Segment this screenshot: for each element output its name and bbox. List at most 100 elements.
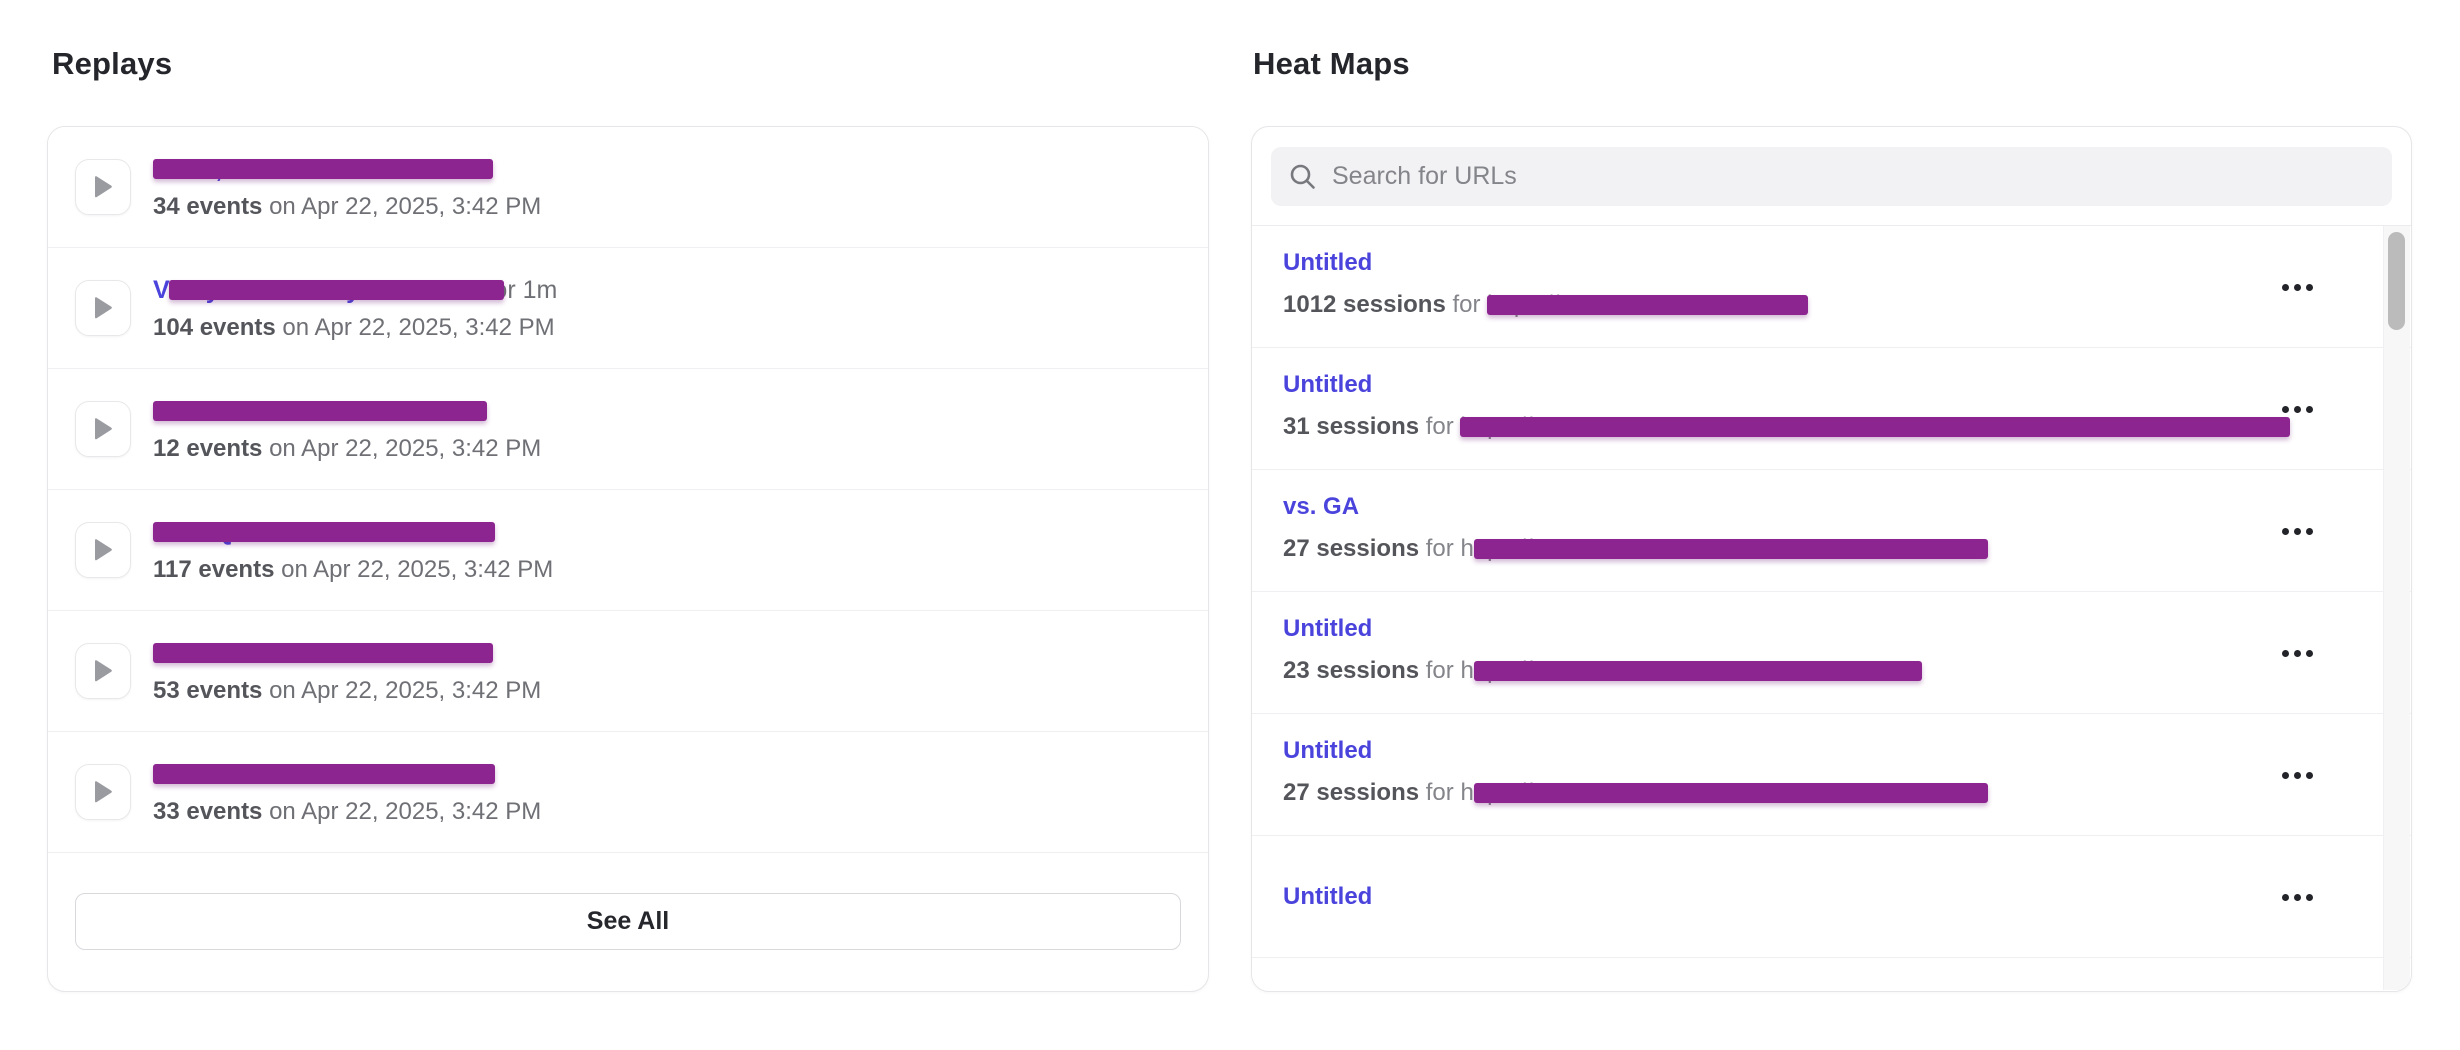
redaction-bar	[1473, 539, 1988, 559]
heatmaps-section-title: Heat Maps	[1253, 46, 1410, 81]
replay-row[interactable]: John Oiu visited for 21m 12 events on Ap…	[48, 369, 1208, 490]
visitor-name-line: David Seth visited for 1m	[153, 759, 541, 789]
sessions-count: 1012 sessions	[1283, 291, 1446, 318]
heatmap-row[interactable]: Untitled 23 sessions for https://	[1252, 592, 2411, 714]
url-segment: ttps://	[1473, 656, 1922, 686]
play-button[interactable]	[75, 764, 131, 820]
events-line: 12 events on Apr 22, 2025, 3:42 PM	[153, 435, 541, 463]
play-icon	[95, 418, 112, 440]
search-box[interactable]	[1271, 146, 2392, 206]
redaction-bar	[153, 400, 487, 421]
play-icon	[95, 539, 112, 561]
events-line: 104 events on Apr 22, 2025, 3:42 PM	[153, 314, 557, 342]
heatmap-sessions-line: 1012 sessions for https://	[1283, 290, 2271, 320]
row-menu-button[interactable]	[2280, 766, 2315, 785]
url-visible-prefix: h	[1460, 779, 1474, 806]
events-count: 34 events	[153, 192, 263, 220]
replay-text: Vladyslav Kolodyazh visited for 1m 104 e…	[153, 275, 557, 342]
replay-text: Chen, Howard visited for 1m 34 events on…	[153, 154, 541, 221]
visitor-name-line: Chen, Howard visited for 1m	[153, 154, 541, 184]
play-button[interactable]	[75, 522, 131, 578]
events-date: on Apr 22, 2025, 3:42 PM	[262, 192, 542, 220]
for-word: for	[1445, 291, 1488, 318]
replay-text: Brian Thacker visited for 2m 53 events o…	[153, 638, 541, 705]
heatmap-title-link[interactable]: Untitled	[1283, 737, 1373, 764]
redaction-bar	[153, 763, 495, 784]
search-icon	[1290, 164, 1315, 189]
row-menu-button[interactable]	[2280, 400, 2315, 419]
heatmap-row[interactable]: Untitled 27 sessions for https://	[1252, 714, 2411, 836]
for-word: for	[1419, 779, 1461, 806]
redaction-bar	[153, 521, 495, 542]
replay-row[interactable]: Brian Thacker visited for 2m 53 events o…	[48, 611, 1208, 732]
visitor-name-line: Vladyslav Kolodyazh visited for 1m	[153, 275, 557, 305]
row-menu-button[interactable]	[2280, 522, 2315, 541]
events-date: on Apr 22, 2025, 3:42 PM	[262, 434, 542, 462]
url-visible-prefix: h	[1460, 657, 1474, 684]
for-word: for	[1419, 535, 1461, 562]
replay-row[interactable]: David Seth visited for 1m 33 events on A…	[48, 732, 1208, 853]
visitor-name-line: John Oiu visited for 21m	[153, 396, 541, 426]
events-line: 34 events on Apr 22, 2025, 3:42 PM	[153, 193, 541, 221]
heatmap-title-link[interactable]: Untitled	[1283, 883, 1373, 910]
play-button[interactable]	[75, 280, 131, 336]
events-date: on Apr 22, 2025, 3:42 PM	[274, 555, 554, 583]
heatmap-row[interactable]: Untitled	[1252, 958, 2411, 991]
events-count: 12 events	[153, 434, 263, 462]
heatmap-title-link[interactable]: vs. GA	[1283, 493, 1360, 520]
replay-row[interactable]: Vladyslav Kolodyazh visited for 1m 104 e…	[48, 248, 1208, 369]
visitor-name-line: Brian Thacker visited for 2m	[153, 638, 541, 668]
redaction-bar	[169, 279, 504, 300]
events-count: 104 events	[153, 313, 276, 341]
see-all-button[interactable]: See All	[75, 893, 1181, 950]
events-date: on Apr 22, 2025, 3:42 PM	[262, 676, 542, 704]
for-word: for	[1419, 413, 1461, 440]
heatmap-sessions-line: 27 sessions for https://	[1283, 534, 2271, 564]
replay-text: Edin Qudw visited for 19m 117 events on …	[153, 517, 553, 584]
url-segment: https://	[1487, 290, 1809, 320]
row-menu-button[interactable]	[2280, 644, 2315, 663]
events-line: 117 events on Apr 22, 2025, 3:42 PM	[153, 556, 553, 584]
search-input[interactable]	[1330, 160, 2374, 192]
heatmap-title-link[interactable]: Untitled	[1283, 615, 1373, 642]
heatmap-title-link[interactable]: Untitled	[1283, 990, 1372, 991]
play-button[interactable]	[75, 159, 131, 215]
heatmap-sessions-line: 23 sessions for https://	[1283, 656, 2271, 686]
heatmap-row[interactable]: Untitled 1012 sessions for https://	[1252, 226, 2411, 348]
redaction-bar	[1487, 295, 1809, 315]
heatmap-title-link[interactable]: Untitled	[1283, 371, 1373, 398]
replay-row[interactable]: Edin Qudw visited for 19m 117 events on …	[48, 490, 1208, 611]
row-menu-button[interactable]	[2280, 888, 2315, 907]
events-count: 33 events	[153, 797, 263, 825]
play-icon	[95, 176, 112, 198]
sessions-count: 31 sessions	[1283, 413, 1420, 440]
heatmap-row[interactable]: Untitled 31 sessions for https://	[1252, 348, 2411, 470]
heatmap-row[interactable]: vs. GA 27 sessions for https://	[1252, 470, 2411, 592]
replays-footer: See All	[48, 853, 1208, 990]
play-button[interactable]	[75, 643, 131, 699]
sessions-count: 27 sessions	[1283, 779, 1420, 806]
events-count: 53 events	[153, 676, 263, 704]
heatmap-row[interactable]: Untitled	[1252, 836, 2411, 958]
events-date: on Apr 22, 2025, 3:42 PM	[275, 313, 555, 341]
replay-row[interactable]: Chen, Howard visited for 1m 34 events on…	[48, 127, 1208, 248]
row-menu-button[interactable]	[2280, 278, 2315, 297]
replay-text: David Seth visited for 1m 33 events on A…	[153, 759, 541, 826]
heatmap-sessions-line: 27 sessions for https://	[1283, 778, 2271, 808]
replays-section-title: Replays	[52, 46, 173, 81]
play-button[interactable]	[75, 401, 131, 457]
heatmap-title-link[interactable]: Untitled	[1283, 249, 1373, 276]
sessions-count: 27 sessions	[1283, 535, 1420, 562]
redaction-bar	[153, 158, 493, 179]
heatmaps-list: Untitled 1012 sessions for https:// Unti…	[1252, 226, 2411, 991]
heatmap-sessions-line: 31 sessions for https://	[1283, 412, 2291, 442]
for-word: for	[1419, 657, 1461, 684]
scrollbar-thumb[interactable]	[2388, 232, 2405, 330]
heatmaps-search-section	[1252, 127, 2411, 226]
replays-card: Chen, Howard visited for 1m 34 events on…	[47, 126, 1209, 992]
play-icon	[95, 297, 112, 319]
scrollbar-track[interactable]	[2383, 226, 2410, 990]
events-date: on Apr 22, 2025, 3:42 PM	[262, 797, 542, 825]
visitor-name-line: Edin Qudw visited for 19m	[153, 517, 553, 547]
sessions-count: 23 sessions	[1283, 657, 1420, 684]
